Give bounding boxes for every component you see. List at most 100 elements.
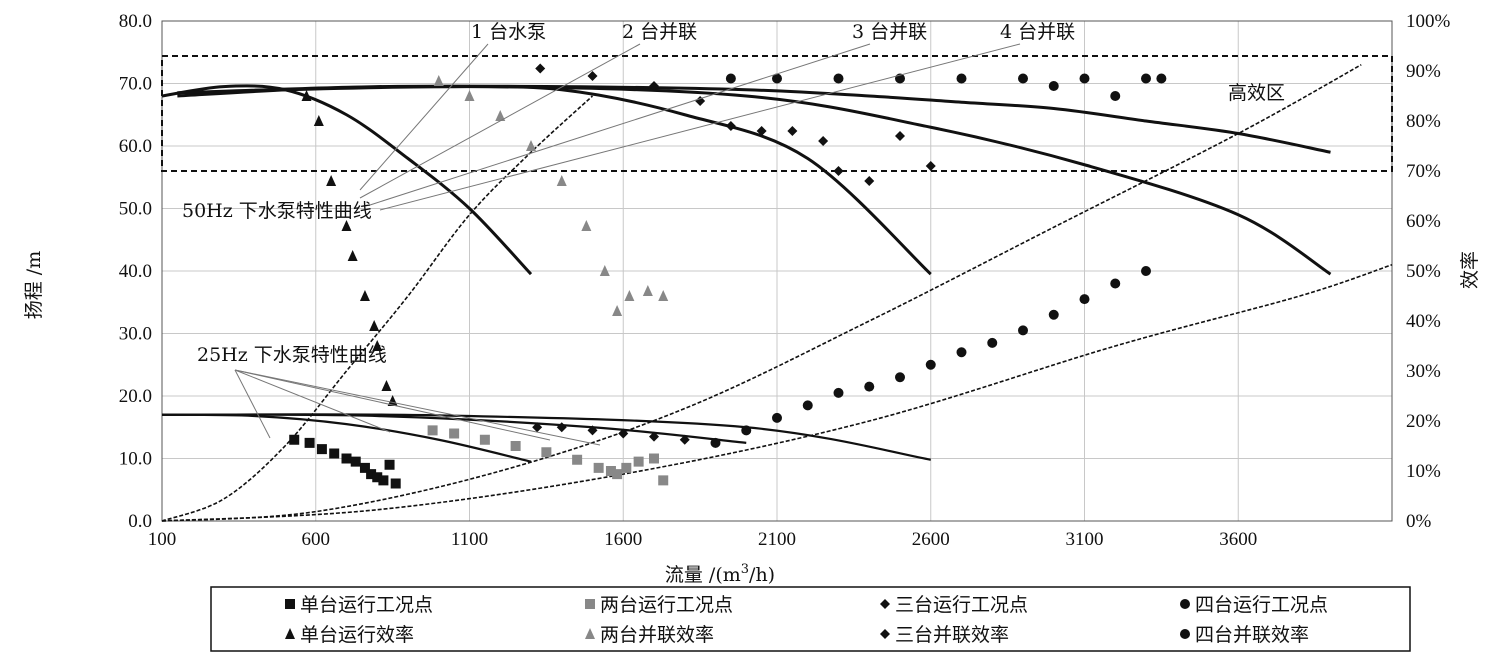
curve-50hz-2 bbox=[177, 84, 932, 276]
series-7-point bbox=[895, 131, 905, 141]
series-4-point bbox=[772, 412, 782, 423]
series-7-point bbox=[725, 121, 736, 131]
series-3-point bbox=[618, 428, 629, 439]
legend-marker-6 bbox=[585, 628, 595, 639]
series-6-point bbox=[495, 110, 506, 121]
series-2-point bbox=[449, 428, 460, 439]
x-axis-title-tail: /h) bbox=[749, 564, 775, 586]
legend-marker-3 bbox=[880, 599, 890, 609]
series-5-point bbox=[326, 175, 337, 186]
series-1-point bbox=[304, 437, 315, 448]
y-tick-label: 20.0 bbox=[119, 386, 152, 407]
series-4-point bbox=[741, 425, 752, 436]
legend-marker-8 bbox=[1180, 629, 1190, 639]
series-1-point bbox=[329, 448, 340, 459]
y2-tick-label: 60% bbox=[1406, 211, 1441, 232]
annotation-pump3: 3 台并联 bbox=[852, 21, 927, 43]
series-1-point bbox=[359, 462, 370, 473]
y-tick-label: 60.0 bbox=[119, 136, 152, 157]
annotation-leader-8 bbox=[234, 369, 601, 446]
y2-tick-label: 50% bbox=[1406, 261, 1441, 282]
series-5-point bbox=[359, 290, 370, 301]
series-3-point bbox=[532, 422, 543, 433]
y-tick-label: 40.0 bbox=[119, 261, 152, 282]
high-efficiency-zone bbox=[161, 55, 1393, 172]
series-2-point bbox=[479, 434, 490, 445]
series-8-point bbox=[1110, 91, 1121, 101]
series-7-point bbox=[787, 126, 798, 136]
series-7-point bbox=[587, 71, 598, 81]
series-5-point bbox=[313, 115, 324, 126]
series-3-point bbox=[556, 422, 567, 433]
series-2-point bbox=[612, 469, 623, 480]
annotation-leader-1 bbox=[359, 43, 489, 191]
x-tick-label: 1600 bbox=[604, 529, 642, 550]
series-6-point bbox=[658, 290, 669, 301]
series-4-point bbox=[802, 400, 813, 411]
series-8-point bbox=[1079, 73, 1090, 84]
annotation-50hz-curve: 50Hz 下水泵特性曲线 bbox=[182, 200, 372, 222]
legend-marker-7 bbox=[880, 629, 890, 639]
series-6-point bbox=[526, 140, 536, 151]
series-5-point bbox=[347, 250, 358, 261]
annotation-high-efficiency-zone: 高效区 bbox=[1228, 82, 1285, 104]
series-2-point bbox=[541, 447, 552, 458]
legend-box bbox=[210, 586, 1411, 652]
y-tick-label: 0.0 bbox=[128, 511, 152, 532]
annotation-leader-4 bbox=[379, 43, 1021, 211]
series-3-point bbox=[649, 431, 659, 442]
series-3-point bbox=[679, 434, 690, 445]
series-1-point bbox=[289, 434, 300, 445]
legend-label-1: 单台运行工况点 bbox=[300, 594, 433, 616]
series-5-point bbox=[381, 380, 392, 391]
annotation-pump4: 4 台并联 bbox=[1000, 21, 1075, 43]
series-4-point bbox=[833, 387, 844, 398]
series-6-point bbox=[433, 75, 444, 86]
x-tick-label: 2100 bbox=[758, 529, 796, 550]
series-7-point bbox=[818, 136, 829, 146]
series-4-point bbox=[1048, 309, 1059, 320]
annotation-leader-3 bbox=[369, 43, 871, 206]
annotation-pump1: 1 台水泵 bbox=[471, 21, 546, 43]
series-2-point bbox=[427, 425, 438, 436]
series-5-point bbox=[372, 340, 383, 351]
x-tick-label: 600 bbox=[302, 529, 331, 550]
series-4-point bbox=[864, 381, 875, 392]
series-2-point bbox=[510, 441, 521, 451]
x-axis-title: 流量 /(m3/h) bbox=[665, 562, 775, 586]
y2-axis-title: 效率 bbox=[1459, 251, 1481, 289]
series-8-point bbox=[1141, 73, 1151, 84]
y2-tick-label: 30% bbox=[1406, 361, 1441, 382]
y2-tick-label: 20% bbox=[1406, 411, 1441, 432]
series-4-point bbox=[1141, 266, 1151, 276]
legend-label-6: 两台并联效率 bbox=[600, 624, 714, 646]
series-8-point bbox=[1018, 73, 1028, 84]
series-4-point bbox=[987, 337, 998, 348]
y2-tick-label: 90% bbox=[1406, 61, 1441, 82]
legend-marker-5 bbox=[285, 628, 295, 639]
series-6-point bbox=[581, 220, 592, 231]
series-5-point bbox=[369, 320, 380, 331]
series-3-point bbox=[587, 425, 598, 436]
series-8-point bbox=[725, 73, 736, 84]
series-4-point bbox=[710, 437, 721, 448]
y2-tick-label: 70% bbox=[1406, 161, 1441, 182]
series-1-point bbox=[378, 475, 389, 486]
annotation-leader-lines bbox=[234, 43, 1021, 446]
legend-label-5: 单台运行效率 bbox=[300, 624, 414, 646]
y-tick-label: 10.0 bbox=[119, 449, 152, 470]
series-5-point bbox=[341, 220, 352, 231]
series-6-point bbox=[642, 285, 653, 296]
y2-tick-label: 0% bbox=[1406, 511, 1432, 532]
series-1-point bbox=[341, 453, 352, 464]
y-axis-title: 扬程 /m bbox=[23, 251, 45, 319]
series-2-point bbox=[649, 453, 659, 464]
system-curve-3 bbox=[161, 263, 1393, 522]
series-6-point bbox=[612, 305, 623, 316]
series-8-point bbox=[956, 73, 967, 84]
y-tick-label: 50.0 bbox=[119, 199, 152, 220]
series-8-point bbox=[1048, 81, 1059, 91]
x-axis-title-base: 流量 /(m bbox=[665, 564, 741, 586]
legend-label-4: 四台运行工况点 bbox=[1195, 594, 1328, 616]
